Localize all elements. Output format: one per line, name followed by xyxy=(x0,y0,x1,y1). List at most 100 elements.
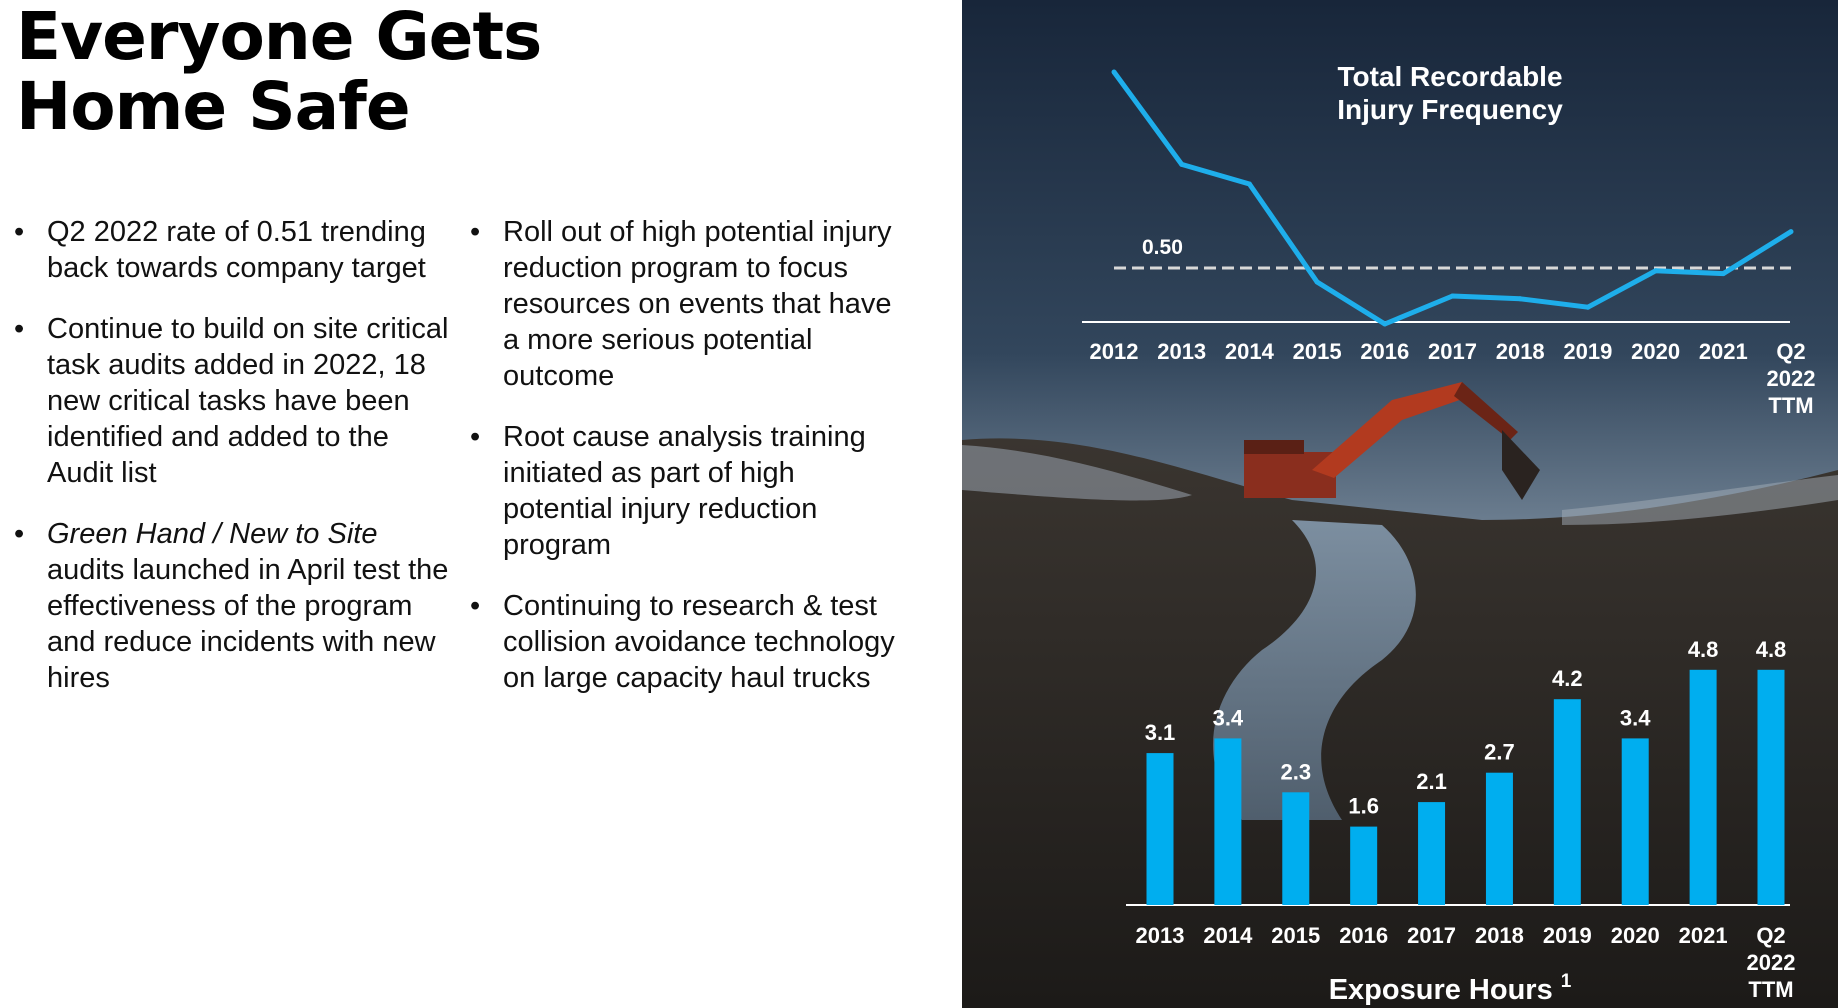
bullet-marker: • xyxy=(470,590,481,622)
injury-frequency-chart: Total Recordable Injury Frequency 0.50 2… xyxy=(1082,61,1816,418)
bar-value-label: 3.4 xyxy=(1620,705,1651,730)
line-chart-x-tick-label-line: 2017 xyxy=(1428,339,1477,364)
bar-chart-x-tick-label-line: 2017 xyxy=(1407,923,1456,948)
line-chart-x-tick-label-line: 2012 xyxy=(1090,339,1139,364)
line-chart-x-tick-label: 2018 xyxy=(1496,339,1545,364)
bullet-marker: • xyxy=(14,313,25,345)
line-chart-x-tick-label-line: 2020 xyxy=(1631,339,1680,364)
line-chart-point xyxy=(1517,296,1523,302)
line-chart-x-tick-label-line: 2018 xyxy=(1496,339,1545,364)
bar-chart-x-tick-label: Q2 2022 TTM xyxy=(1747,923,1796,1002)
line-chart-x-tick-label: Q2 2022 TTM xyxy=(1767,339,1816,418)
bullet-text: Root cause analysis training initiated a… xyxy=(503,421,866,561)
line-chart-x-tick-label: 2012 xyxy=(1090,339,1139,364)
snow-right xyxy=(1562,475,1838,525)
bar-chart-x-tick-label-line: 2018 xyxy=(1475,923,1524,948)
line-chart-title-line-2: Injury Frequency xyxy=(1337,94,1563,125)
bar-chart-x-tick-label-line: 2015 xyxy=(1271,923,1320,948)
bullet-list-right: • Roll out of high potential injury redu… xyxy=(470,214,910,721)
bar-chart-footnote-marker: 1 xyxy=(1561,971,1572,992)
excavator xyxy=(1244,382,1540,500)
line-chart-x-tick-label-line: 2013 xyxy=(1157,339,1206,364)
line-chart-point xyxy=(1585,304,1591,310)
line-chart-x-tick-label-line: 2022 xyxy=(1767,366,1816,391)
line-chart-point xyxy=(1788,229,1794,235)
bar-value-label: 4.2 xyxy=(1552,666,1583,691)
exposure-hours-bar xyxy=(1282,792,1310,905)
line-chart-x-tick-label-line: TTM xyxy=(1768,393,1813,418)
line-chart-x-tick-label: 2019 xyxy=(1563,339,1612,364)
bar-value-label: 1.6 xyxy=(1348,794,1379,819)
line-chart-point xyxy=(1111,69,1117,75)
bar-chart-x-tick-label: 2019 xyxy=(1543,923,1592,948)
line-chart-x-tick-label: 2020 xyxy=(1631,339,1680,364)
line-chart-x-tick-label: 2015 xyxy=(1293,339,1342,364)
bar-value-label: 4.8 xyxy=(1756,637,1787,662)
snow-left xyxy=(962,445,1192,501)
water-channel xyxy=(1213,520,1416,820)
bar-chart-x-tick-label-line: 2019 xyxy=(1543,923,1592,948)
bullet-text: Q2 2022 rate of 0.51 trending back towar… xyxy=(47,216,426,284)
bar-chart-x-tick-label-line: 2020 xyxy=(1611,923,1660,948)
line-chart-x-tick-label: 2013 xyxy=(1157,339,1206,364)
bullet-text: Continuing to research & test collision … xyxy=(503,590,895,694)
slide-title: Everyone Gets Home Safe xyxy=(16,0,542,145)
bar-chart-x-tick-label-line: Q2 xyxy=(1756,923,1785,948)
bullet-item: • Green Hand / New to Site audits launch… xyxy=(14,516,454,696)
line-chart-x-tick-label: 2016 xyxy=(1360,339,1409,364)
line-chart-point xyxy=(1314,279,1320,285)
bar-chart-x-tick-label-line: 2016 xyxy=(1339,923,1388,948)
bar-chart-x-tick-label-line: 2022 xyxy=(1747,950,1796,975)
exposure-hours-bar xyxy=(1689,669,1717,905)
exposure-hours-bar xyxy=(1485,772,1513,905)
bar-value-label: 4.8 xyxy=(1688,637,1719,662)
bullet-item: • Root cause analysis training initiated… xyxy=(470,419,910,563)
bullet-text: Roll out of high potential injury reduct… xyxy=(503,216,892,392)
line-chart-x-tick-label-line: 2019 xyxy=(1563,339,1612,364)
bullet-marker: • xyxy=(14,216,25,248)
bullet-text: Continue to build on site critical task … xyxy=(47,313,449,489)
line-chart-x-tick-label: 2021 xyxy=(1699,339,1748,364)
bar-value-label: 3.1 xyxy=(1145,720,1176,745)
slide-title-line-1: Everyone Gets xyxy=(16,0,542,75)
ground xyxy=(962,438,1838,1008)
exposure-hours-bar xyxy=(1214,738,1242,905)
bullet-item: • Continuing to research & test collisio… xyxy=(470,588,910,696)
bar-chart-caption: Exposure Hours 1 xyxy=(1329,971,1572,1006)
line-chart-x-tick-label: 2017 xyxy=(1428,339,1477,364)
mine-site-photo-panel: Total Recordable Injury Frequency 0.50 2… xyxy=(962,0,1838,1008)
slide-title-line-2: Home Safe xyxy=(16,68,411,145)
bar-value-label: 2.3 xyxy=(1280,759,1311,784)
mine-site-photo xyxy=(962,0,1838,1008)
exposure-hours-chart: 3.1 3.4 2.3 1.6 2.1 2.7 4.2 3.4 4.8 4.8 2013 2014 2… xyxy=(1126,637,1796,1006)
line-chart-x-tick-label-line: Q2 xyxy=(1776,339,1805,364)
bar-chart-x-tick-label-line: 2021 xyxy=(1679,923,1728,948)
bar-chart-x-tick-label: 2015 xyxy=(1271,923,1320,948)
bar-value-label: 3.4 xyxy=(1213,705,1244,730)
bullet-item: • Roll out of high potential injury redu… xyxy=(470,214,910,394)
line-chart-point xyxy=(1450,293,1455,299)
line-chart-x-tick-label-line: 2021 xyxy=(1699,339,1748,364)
bar-chart-x-tick-label: 2017 xyxy=(1407,923,1456,948)
bar-chart-x-tick-label: 2021 xyxy=(1679,923,1728,948)
bar-chart-x-tick-label: 2014 xyxy=(1203,923,1253,948)
bullet-marker: • xyxy=(470,216,481,248)
line-chart-point xyxy=(1179,161,1185,167)
bar-value-label: 2.7 xyxy=(1484,740,1515,765)
exposure-hours-bar xyxy=(1350,826,1378,905)
bullet-marker: • xyxy=(470,421,481,453)
bar-chart-x-tick-label: 2018 xyxy=(1475,923,1524,948)
bar-value-label: 2.1 xyxy=(1416,769,1447,794)
line-chart-x-tick-label-line: 2016 xyxy=(1360,339,1409,364)
bullet-item: • Continue to build on site critical tas… xyxy=(14,311,454,491)
bullet-item: • Q2 2022 rate of 0.51 trending back tow… xyxy=(14,214,454,286)
exposure-hours-bar xyxy=(1146,753,1174,905)
bar-chart-x-tick-label-line: 2013 xyxy=(1136,923,1185,948)
line-chart-x-tick-label-line: 2015 xyxy=(1293,339,1342,364)
bar-chart-x-tick-label: 2020 xyxy=(1611,923,1660,948)
line-chart-point xyxy=(1246,181,1252,187)
line-chart-point xyxy=(1653,268,1659,274)
bullet-text: audits launched in April test the effect… xyxy=(47,554,449,694)
target-reference-label: 0.50 xyxy=(1142,236,1183,259)
bar-chart-x-tick-label-line: TTM xyxy=(1748,977,1793,1002)
